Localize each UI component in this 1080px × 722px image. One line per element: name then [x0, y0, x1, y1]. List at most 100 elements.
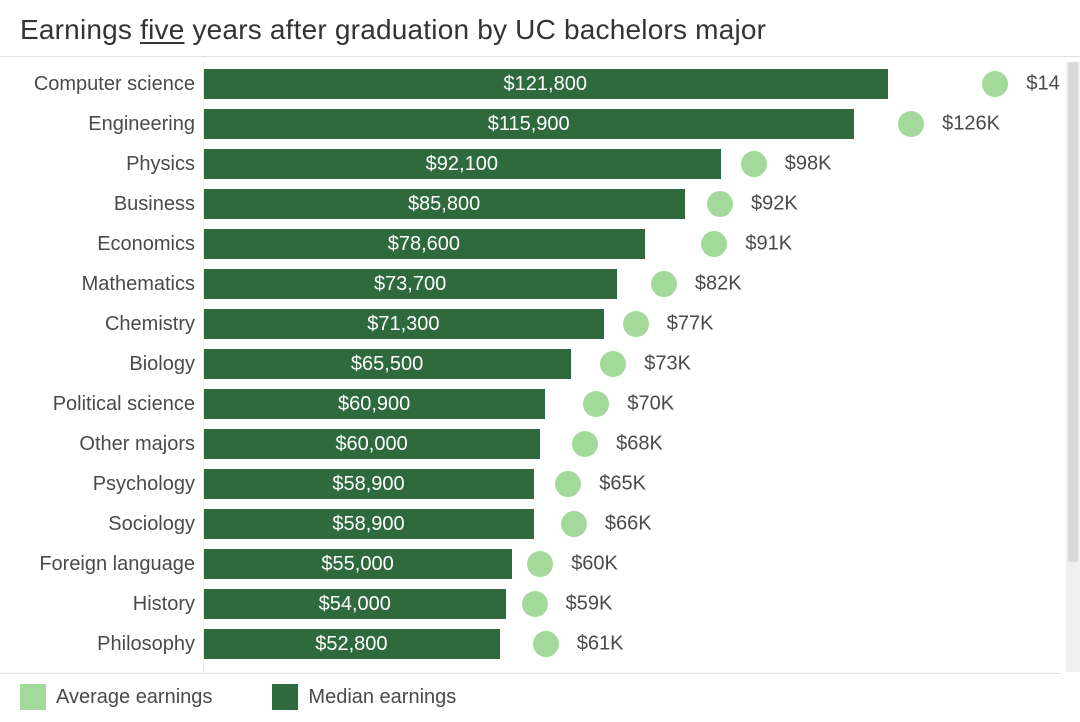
average-dot[interactable] — [555, 471, 581, 497]
average-dot[interactable] — [527, 551, 553, 577]
chart-row: Psychology$58,900$65K — [0, 464, 1060, 504]
chart-row: Philosophy$52,800$61K — [0, 624, 1060, 664]
label-column-divider — [203, 62, 204, 672]
chart-row: History$54,000$59K — [0, 584, 1060, 624]
median-value: $58,900 — [332, 473, 404, 496]
average-value: $68K — [616, 433, 663, 456]
legend-swatch-median — [272, 684, 298, 710]
row-label: Economics — [0, 233, 203, 256]
average-dot[interactable] — [522, 591, 548, 617]
average-dot[interactable] — [623, 311, 649, 337]
row-bar-cell: $60,900 $70K — [203, 384, 1060, 424]
row-label: Computer science — [0, 73, 203, 96]
chart-rows: Computer science $121,800 $141K Engineering… — [0, 62, 1060, 664]
chart-area: Computer science $121,800 $141K Engineering… — [0, 62, 1060, 672]
row-bar-cell: $85,800$92K — [203, 184, 1060, 224]
average-dot[interactable] — [600, 351, 626, 377]
average-dot[interactable] — [583, 391, 609, 417]
median-value: $58,900 — [332, 513, 404, 536]
row-label: Other majors — [0, 433, 203, 456]
chart-row: Sociology$58,900$66K — [0, 504, 1060, 544]
row-bar-cell: $54,000 $59K — [203, 584, 1060, 624]
chart-title: Earnings five years after graduation by … — [0, 0, 1080, 56]
average-value: $59K — [566, 593, 613, 616]
average-dot[interactable] — [982, 71, 1008, 97]
legend-swatch-average — [20, 684, 46, 710]
average-dot[interactable] — [572, 431, 598, 457]
row-label: Political science — [0, 393, 203, 416]
row-bar-cell: $60,000 $68K — [203, 424, 1060, 464]
average-value: $73K — [644, 353, 691, 376]
row-label: Biology — [0, 353, 203, 376]
row-label: Sociology — [0, 513, 203, 536]
average-value: $82K — [695, 273, 742, 296]
average-dot[interactable] — [707, 191, 733, 217]
median-bar[interactable]: $121,800 — [203, 69, 888, 99]
median-bar[interactable]: $55,000 — [203, 549, 512, 579]
median-value: $60,000 — [335, 433, 407, 456]
average-dot[interactable] — [741, 151, 767, 177]
row-label: Chemistry — [0, 313, 203, 336]
average-value: $91K — [745, 233, 792, 256]
row-bar-cell: $58,900$66K — [203, 504, 1060, 544]
scrollbar-thumb[interactable] — [1068, 62, 1078, 562]
row-label: Business — [0, 193, 203, 216]
row-bar-cell: $71,300 $77K — [203, 304, 1060, 344]
median-value: $54,000 — [319, 593, 391, 616]
row-bar-cell: $78,600 $91K — [203, 224, 1060, 264]
median-bar[interactable]: $60,900 — [203, 389, 545, 419]
title-post: years after graduation by UC bachelors m… — [184, 14, 766, 45]
median-bar[interactable]: $58,900 — [203, 509, 534, 539]
average-dot[interactable] — [561, 511, 587, 537]
legend-label-median: Median earnings — [308, 686, 456, 709]
chart-row: Foreign language$55,000$60K — [0, 544, 1060, 584]
average-dot[interactable] — [651, 271, 677, 297]
row-bar-cell: $65,500 $73K — [203, 344, 1060, 384]
median-bar[interactable]: $71,300 — [203, 309, 604, 339]
row-bar-cell: $92,100 $98K — [203, 144, 1060, 184]
median-bar[interactable]: $60,000 — [203, 429, 540, 459]
median-bar[interactable]: $78,600 — [203, 229, 645, 259]
chart-row: Engineering $115,900 $126K — [0, 104, 1060, 144]
average-value: $77K — [667, 313, 714, 336]
median-bar[interactable]: $115,900 — [203, 109, 854, 139]
row-bar-cell: $52,800 $61K — [203, 624, 1060, 664]
row-bar-cell: $121,800 $141K — [203, 64, 1060, 104]
median-value: $52,800 — [315, 633, 387, 656]
average-dot[interactable] — [533, 631, 559, 657]
average-value: $126K — [942, 113, 1000, 136]
chart-row: Economics$78,600 $91K — [0, 224, 1060, 264]
median-value: $71,300 — [367, 313, 439, 336]
median-bar[interactable]: $65,500 — [203, 349, 571, 379]
average-dot[interactable] — [898, 111, 924, 137]
median-bar[interactable]: $52,800 — [203, 629, 500, 659]
median-value: $85,800 — [408, 193, 480, 216]
row-label: Psychology — [0, 473, 203, 496]
legend-item-median: Median earnings — [272, 684, 456, 710]
chart-row: Computer science $121,800 $141K — [0, 64, 1060, 104]
scrollbar-track[interactable] — [1066, 62, 1080, 672]
median-bar[interactable]: $85,800 — [203, 189, 685, 219]
chart-row: Chemistry $71,300 $77K — [0, 304, 1060, 344]
median-value: $55,000 — [321, 553, 393, 576]
median-value: $115,900 — [488, 113, 570, 136]
chart-row: Business$85,800$92K — [0, 184, 1060, 224]
average-value: $70K — [627, 393, 674, 416]
median-bar[interactable]: $92,100 — [203, 149, 721, 179]
median-bar[interactable]: $54,000 — [203, 589, 506, 619]
row-label: Engineering — [0, 113, 203, 136]
median-value: $121,800 — [504, 73, 587, 96]
average-value: $61K — [577, 633, 624, 656]
median-value: $65,500 — [351, 353, 423, 376]
median-value: $60,900 — [338, 393, 410, 416]
average-value: $98K — [785, 153, 832, 176]
chart-row: Physics$92,100$98K — [0, 144, 1060, 184]
average-value: $141K — [1026, 73, 1060, 96]
median-bar[interactable]: $73,700 — [203, 269, 617, 299]
row-bar-cell: $73,700 $82K — [203, 264, 1060, 304]
row-label: Mathematics — [0, 273, 203, 296]
average-dot[interactable] — [701, 231, 727, 257]
title-divider — [0, 56, 1080, 57]
chart-row: Political science $60,900 $70K — [0, 384, 1060, 424]
median-bar[interactable]: $58,900 — [203, 469, 534, 499]
